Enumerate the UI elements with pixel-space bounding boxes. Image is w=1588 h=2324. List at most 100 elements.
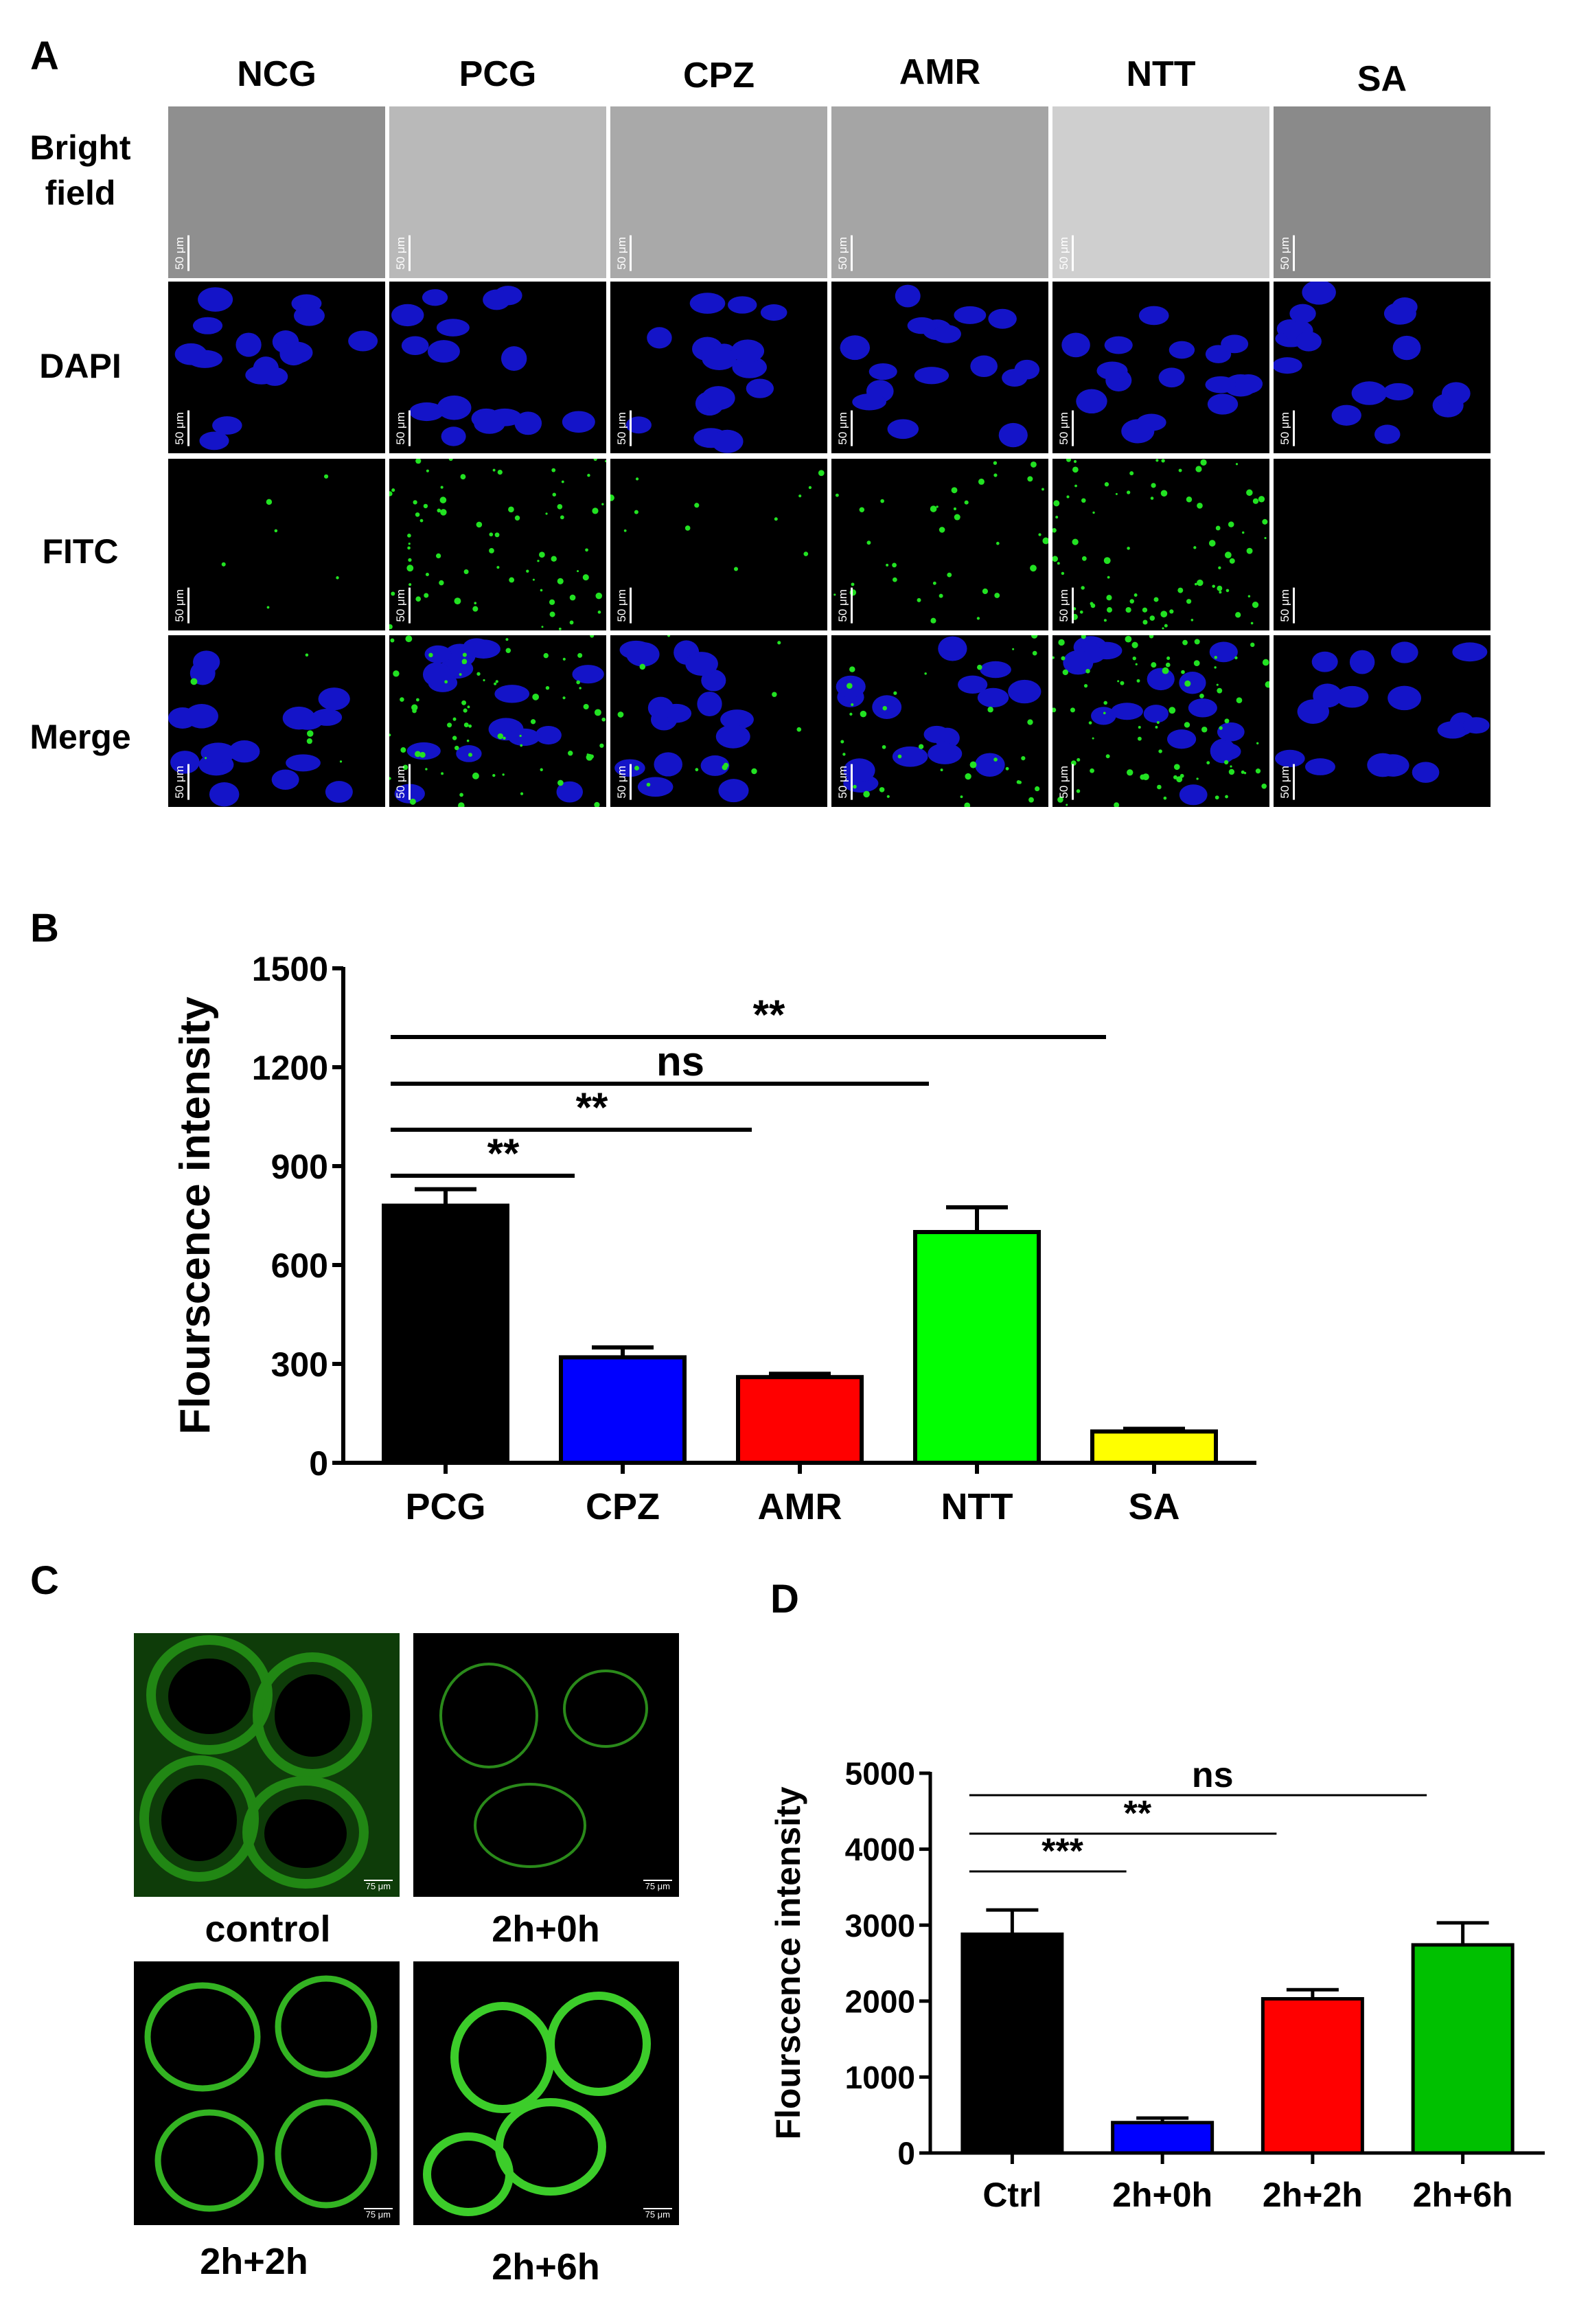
column-header-ncg: NCG xyxy=(237,54,317,94)
scale-bar: 50 μm xyxy=(1278,588,1295,624)
bar-2h+6h xyxy=(1411,1943,1515,2155)
image-tile-bright-field-ncg: 50 μm xyxy=(168,106,385,278)
significance-label: ns xyxy=(656,1038,704,1084)
panel-c-image-2h0h: 75 μm xyxy=(413,1633,679,1897)
scale-bar: 50 μm xyxy=(1278,764,1295,800)
scale-bar: 50 μm xyxy=(393,764,411,800)
scale-bar: 50 μm xyxy=(1057,588,1074,624)
column-header-ntt: NTT xyxy=(1126,54,1196,94)
bar-ntt xyxy=(913,1230,1041,1465)
y-axis-title: Flourscence intensity xyxy=(769,1786,807,2139)
image-tile-merge-pcg: 50 μm xyxy=(389,635,606,807)
label-2h6h: 2h+6h xyxy=(492,2246,600,2288)
scale-bar: 50 μm xyxy=(393,411,411,446)
y-tick-label: 600 xyxy=(271,1246,328,1285)
image-tile-dapi-pcg: 50 μm xyxy=(389,282,606,453)
y-axis-title: Flourscence intensity xyxy=(172,996,219,1435)
panel-c-image-2h2h: 75 μm xyxy=(134,1961,400,2225)
image-tile-merge-ntt: 50 μm xyxy=(1052,635,1269,807)
scale-bar: 50 μm xyxy=(393,588,411,624)
panel-d-letter: D xyxy=(770,1577,799,1621)
significance-label: ** xyxy=(753,992,785,1038)
bar-2h+2h xyxy=(1261,1996,1364,2155)
y-tick-label: 3000 xyxy=(845,1908,915,1944)
image-tile-bright-field-cpz: 50 μm xyxy=(610,106,827,278)
y-tick-label: 1500 xyxy=(252,950,328,988)
row-header-dapi: DAPI xyxy=(39,347,122,385)
y-tick-label: 2000 xyxy=(845,1983,915,2019)
scale-bar: 50 μm xyxy=(1278,236,1295,271)
image-tile-fitc-ncg: 50 μm xyxy=(168,459,385,630)
x-tick-label: AMR xyxy=(758,1486,842,1527)
bar-cpz xyxy=(559,1355,687,1466)
x-tick-label: Ctrl xyxy=(982,2176,1042,2214)
x-tick-label: CPZ xyxy=(586,1486,660,1527)
image-tile-dapi-cpz: 50 μm xyxy=(610,282,827,453)
x-tick-label: NTT xyxy=(941,1486,1013,1527)
scale-bar: 50 μm xyxy=(1057,236,1074,271)
panel-d-chart: 0 1000 2000 3000 4000 5000 Flourscence intensi… xyxy=(769,1755,1545,2214)
x-tick-label: SA xyxy=(1128,1486,1180,1527)
significance-label: ** xyxy=(1124,1794,1152,1834)
significance-label: *** xyxy=(1042,1832,1083,1871)
x-tick-label: 2h+2h xyxy=(1263,2176,1363,2214)
y-tick-label: 1000 xyxy=(845,2060,915,2095)
y-tick-label: 0 xyxy=(309,1444,328,1483)
bar-2h+0h xyxy=(1111,2121,1215,2155)
panel-b-chart: 0 300 600 900 1200 1500 Flourscence intensity P… xyxy=(172,950,1256,1527)
image-tile-dapi-ncg: 50 μm xyxy=(168,282,385,453)
label-2h2h: 2h+2h xyxy=(200,2241,308,2282)
scale-bar: 50 μm xyxy=(614,236,632,271)
bar-amr xyxy=(736,1375,864,1466)
scale-bar: 50 μm xyxy=(393,236,411,271)
scale-bar: 50 μm xyxy=(172,236,189,271)
scale-bar: 50 μm xyxy=(614,411,632,446)
scale-bar: 50 μm xyxy=(836,411,853,446)
bar-pcg xyxy=(382,1203,509,1465)
scale-bar: 50 μm xyxy=(614,588,632,624)
scale-bar: 50 μm xyxy=(172,764,189,800)
significance-label: ** xyxy=(576,1084,608,1130)
image-tile-dapi-ntt: 50 μm xyxy=(1052,282,1269,453)
image-tile-merge-amr: 50 μm xyxy=(831,635,1048,807)
x-tick-label: 2h+0h xyxy=(1112,2176,1212,2214)
scale-bar: 75 μm xyxy=(363,2208,393,2220)
scale-bar: 50 μm xyxy=(1278,411,1295,446)
scale-bar: 50 μm xyxy=(172,411,189,446)
y-tick-label: 1200 xyxy=(252,1049,328,1087)
row-header-bright-field: Bright field xyxy=(30,128,131,212)
image-tile-bright-field-ntt: 50 μm xyxy=(1052,106,1269,278)
image-tile-bright-field-amr: 50 μm xyxy=(831,106,1048,278)
panel-a-letter: A xyxy=(30,34,59,78)
label-control: control xyxy=(205,1909,331,1950)
scale-bar: 75 μm xyxy=(643,2208,672,2220)
scale-bar: 50 μm xyxy=(1057,411,1074,446)
y-tick-label: 0 xyxy=(897,2136,915,2172)
significance-label: ** xyxy=(487,1130,520,1176)
column-header-cpz: CPZ xyxy=(683,56,755,95)
image-tile-bright-field-pcg: 50 μm xyxy=(389,106,606,278)
image-tile-merge-ncg: 50 μm xyxy=(168,635,385,807)
label-2h0h: 2h+0h xyxy=(492,1909,600,1950)
image-tile-merge-sa: 50 μm xyxy=(1274,635,1491,807)
scale-bar: 75 μm xyxy=(363,1880,393,1891)
x-tick-label: 2h+6h xyxy=(1413,2176,1513,2214)
y-tick-label: 5000 xyxy=(845,1756,915,1792)
column-header-pcg: PCG xyxy=(459,54,537,94)
x-tick-label: PCG xyxy=(405,1486,485,1527)
scale-bar: 50 μm xyxy=(836,236,853,271)
row-header-merge: Merge xyxy=(30,718,131,756)
panel-b-letter: B xyxy=(30,906,59,950)
scale-bar: 50 μm xyxy=(836,588,853,624)
image-tile-fitc-amr: 50 μm xyxy=(831,459,1048,630)
image-tile-bright-field-sa: 50 μm xyxy=(1274,106,1491,278)
image-tile-dapi-sa: 50 μm xyxy=(1274,282,1491,453)
bar-ctrl xyxy=(960,1932,1064,2155)
panel-c-image-2h6h: 75 μm xyxy=(413,1961,679,2225)
image-tile-fitc-pcg: 50 μm xyxy=(389,459,606,630)
column-header-sa: SA xyxy=(1357,59,1407,99)
row-header-fitc: FITC xyxy=(42,532,119,571)
y-tick-label: 4000 xyxy=(845,1832,915,1867)
panel-c-image-control: 75 μm xyxy=(134,1633,400,1897)
image-tile-dapi-amr: 50 μm xyxy=(831,282,1048,453)
